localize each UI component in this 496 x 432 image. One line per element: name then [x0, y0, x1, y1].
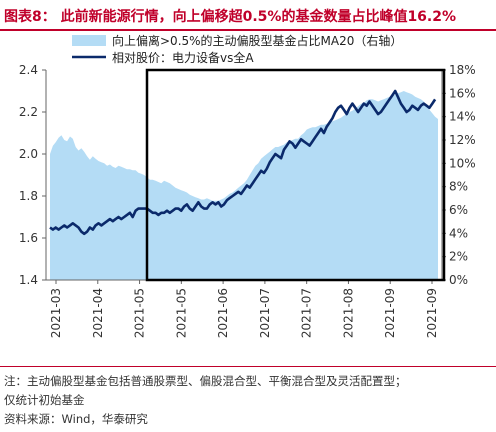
x-tick-label: 2021-05	[133, 288, 147, 338]
y2-tick-label: 6%	[449, 203, 468, 217]
y-tick-label: 2.2	[19, 105, 38, 119]
y-tick-label: 1.8	[19, 189, 38, 203]
source-line: 资料来源：Wind，华泰研究	[4, 412, 148, 426]
x-tick-label: 2021-07	[258, 288, 272, 338]
highlight-box	[145, 68, 446, 282]
y-tick-label: 2.4	[19, 63, 38, 77]
area-series	[50, 91, 438, 280]
figure-title-bar: 图表8： 此前新能源行情，向上偏移超0.5%的基金数量占比峰值16.2%	[0, 0, 496, 31]
line-series	[49, 89, 437, 236]
y2-tick-label: 10%	[449, 156, 476, 170]
x-tick-label: 2021-03	[49, 288, 63, 338]
legend-label-line: 相对股价：电力设备vs全A	[112, 50, 254, 65]
line-layer	[49, 89, 437, 236]
y2-tick-label: 8%	[449, 180, 468, 194]
title-divider	[0, 29, 496, 31]
notes-block: 注：主动偏股型基金包括普通股票型、偏股混合型、平衡混合型及灵活配置型； 仅统计初…	[4, 372, 492, 429]
y-tick-label: 1.6	[19, 231, 38, 245]
y2-tick-label: 4%	[449, 226, 468, 240]
notes-divider	[0, 366, 496, 367]
y2-tick-label: 0%	[449, 273, 468, 287]
y2-tick-label: 16%	[449, 86, 476, 100]
y2-tick-label: 14%	[449, 110, 476, 124]
axes-layer: 2.4 2.2 2.0 1.8 1.6 1.4 18% 16% 14% 12% 10% 8% 6% 4% 2…	[19, 63, 476, 338]
area-layer	[50, 91, 438, 280]
chart: 2.4 2.2 2.0 1.8 1.6 1.4 18% 16% 14% 12% 10% 8% 6% 4% 2…	[19, 33, 476, 338]
y2-tick-label: 18%	[449, 63, 476, 77]
x-tick-label: 2021-05	[174, 288, 188, 338]
x-tick-label: 2021-04	[91, 288, 105, 338]
x-tick-label: 2021-09	[425, 288, 439, 338]
legend-swatch-area	[72, 35, 106, 46]
y2-tick-label: 12%	[449, 133, 476, 147]
legend: 向上偏离>0.5%的主动偏股型基金占比MA20（右轴） 相对股价：电力设备vs全A	[72, 33, 402, 65]
y-tick-label: 2.0	[19, 147, 38, 161]
note-line-2: 仅统计初始基金	[4, 393, 85, 407]
y-tick-label: 1.4	[19, 273, 38, 287]
x-tick-label: 2021-07	[300, 288, 314, 338]
box-layer	[145, 68, 446, 282]
note-line-1: 注：主动偏股型基金包括普通股票型、偏股混合型、平衡混合型及灵活配置型；	[4, 374, 407, 388]
figure-title: 图表8： 此前新能源行情，向上偏移超0.5%的基金数量占比峰值16.2%	[4, 9, 457, 25]
x-tick-label: 2021-08	[341, 288, 355, 338]
legend-label-area: 向上偏离>0.5%的主动偏股型基金占比MA20（右轴）	[112, 33, 402, 48]
x-tick-label: 2021-06	[216, 288, 230, 338]
y2-tick-label: 2%	[449, 250, 468, 264]
x-tick-label: 2021-09	[383, 288, 397, 338]
